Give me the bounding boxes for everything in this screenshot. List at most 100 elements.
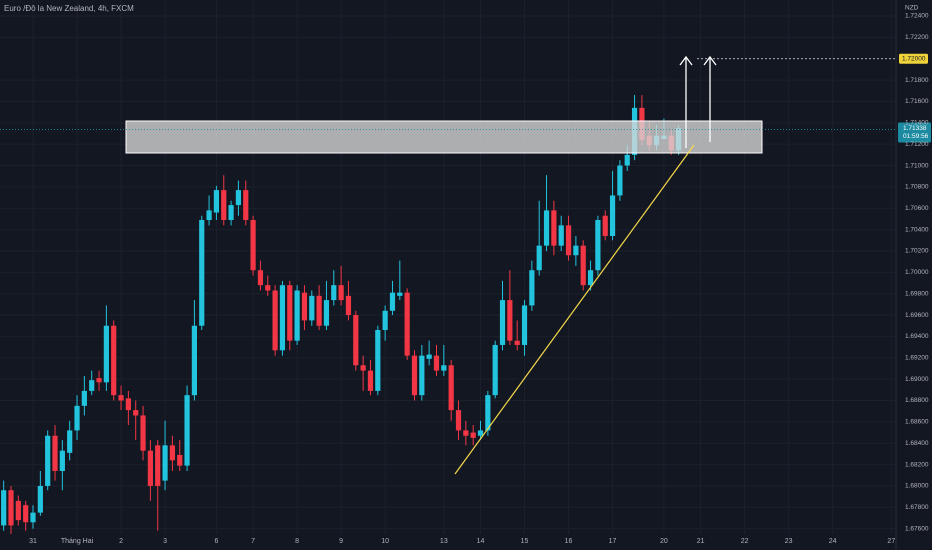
y-tick-label: 1.68800 — [905, 397, 929, 404]
candle-body — [375, 330, 381, 391]
candle-body — [235, 190, 242, 206]
candle-body — [624, 154, 630, 166]
candle-body — [206, 210, 212, 221]
candle-body — [89, 380, 95, 391]
candle-body — [485, 395, 491, 431]
x-tick-label: 21 — [697, 538, 705, 545]
candle-body — [111, 325, 117, 396]
x-tick-label: 2 — [119, 538, 123, 545]
candle-body — [213, 190, 220, 213]
y-tick-label: 1.71600 — [905, 98, 929, 105]
target-arrows — [679, 55, 717, 148]
chart-title: Euro /Đô la New Zealand, 4h, FXCM — [4, 4, 134, 13]
y-tick-label: 1.68400 — [905, 440, 929, 447]
candle-body — [103, 325, 109, 383]
candle-body — [602, 215, 608, 237]
candle-body — [470, 432, 476, 438]
candle-body — [184, 395, 190, 466]
candle-body — [162, 445, 168, 481]
candle-body — [59, 450, 65, 471]
candle-body — [543, 210, 550, 246]
arrow-head — [703, 55, 717, 66]
y-tick-label: 1.67800 — [905, 504, 929, 511]
candle-body — [272, 290, 278, 351]
candle-body — [250, 220, 256, 271]
candle-body — [558, 225, 564, 246]
candle-body — [536, 245, 542, 271]
x-tick-label: 13 — [440, 538, 448, 545]
candle-body — [169, 445, 175, 461]
candle-body — [257, 270, 264, 286]
candle-body — [323, 300, 330, 326]
candle-body — [133, 410, 139, 416]
x-tick-label: 27 — [887, 538, 895, 545]
y-tick-label: 1.70000 — [905, 269, 929, 276]
candle-body — [397, 292, 403, 296]
candle-body — [580, 245, 586, 286]
x-tick-label: 10 — [381, 538, 389, 545]
y-tick-label: 1.69800 — [905, 290, 929, 297]
candle-body — [287, 285, 293, 341]
x-tick-label: 31 — [29, 538, 37, 545]
candle-body — [587, 270, 594, 286]
y-tick-label: 1.69400 — [905, 333, 929, 340]
candle-body — [45, 435, 51, 486]
candle-body — [367, 370, 374, 391]
y-tick-label: 1.70600 — [905, 205, 929, 212]
candle-body — [463, 430, 469, 436]
candles — [1, 95, 682, 534]
candle-body — [52, 435, 58, 471]
candle-body — [1, 490, 7, 526]
candle-body — [140, 415, 146, 451]
y-tick-label: 1.69200 — [905, 354, 929, 361]
candle-body — [499, 300, 506, 345]
candle-body — [514, 340, 520, 345]
candle-body — [551, 210, 557, 246]
x-tick-label: 8 — [295, 538, 299, 545]
candle-body — [389, 292, 396, 311]
y-tick-label: 1.71800 — [905, 77, 929, 84]
y-tick-label: 1.70800 — [905, 184, 929, 191]
grid — [0, 0, 895, 534]
x-tick-label: 24 — [829, 538, 837, 545]
x-tick-label: 6 — [214, 538, 218, 545]
y-tick-label: 1.68600 — [905, 419, 929, 426]
candle-body — [191, 325, 198, 396]
candle-body — [521, 305, 528, 345]
x-tick-label: 22 — [741, 538, 749, 545]
candle-body — [455, 410, 462, 431]
unit-label: NZD — [905, 5, 919, 12]
candle-body — [316, 295, 322, 326]
candle-body — [411, 355, 418, 396]
countdown-label: 01:59:56 — [903, 133, 929, 140]
x-tick-label: 23 — [785, 538, 793, 545]
y-tick-label: 1.72400 — [905, 13, 929, 20]
candle-body — [382, 310, 388, 331]
candle-body — [433, 355, 440, 371]
candle-body — [426, 354, 432, 359]
candle-body — [81, 390, 87, 406]
x-tick-label: 7 — [251, 538, 255, 545]
candle-body — [147, 450, 153, 486]
trend-line — [454, 144, 695, 475]
y-tick-label: 1.69600 — [905, 312, 929, 319]
candle-body — [617, 165, 623, 196]
candle-body — [360, 365, 366, 371]
candle-body — [228, 205, 234, 221]
y-tick-label: 1.68000 — [905, 483, 929, 490]
arrow-head — [679, 55, 693, 66]
y-tick-label: 1.70400 — [905, 226, 929, 233]
y-tick-label: 1.71200 — [905, 141, 929, 148]
candle-body — [565, 225, 572, 256]
target-box — [899, 53, 928, 64]
candle-body — [448, 365, 454, 411]
x-tick-label: 16 — [565, 538, 573, 545]
candle-body — [419, 355, 425, 396]
candle-body — [301, 292, 308, 321]
candle-body — [265, 285, 271, 291]
candle-body — [331, 285, 337, 301]
candle-body — [96, 378, 102, 383]
candle-body — [492, 344, 498, 396]
last-price-label: 1.71338 — [903, 125, 927, 132]
